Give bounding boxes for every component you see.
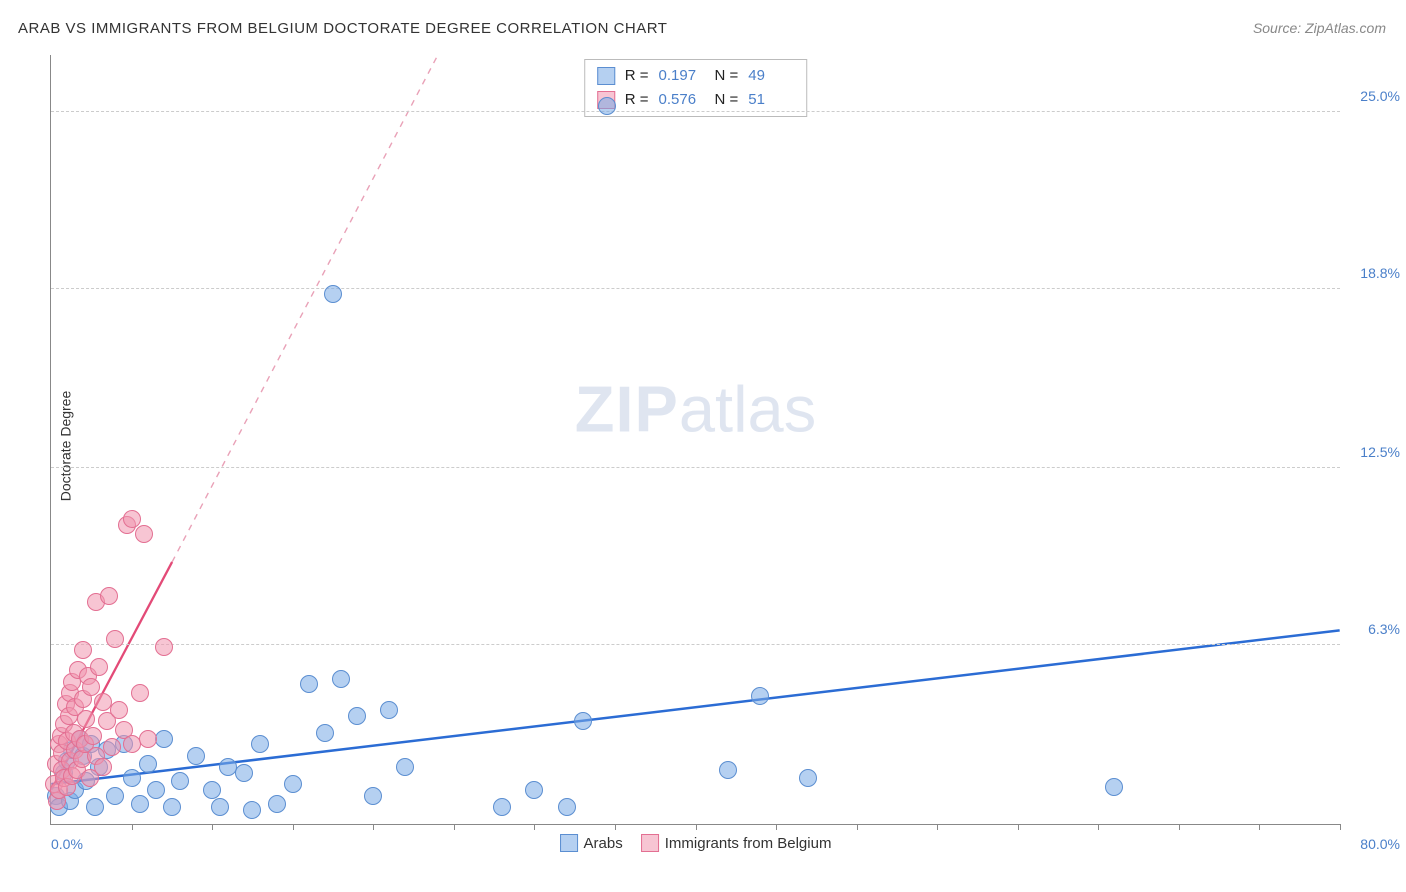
r-value-belgium: 0.576 [659,88,705,112]
scatter-point [86,798,104,816]
n-label: N = [715,88,739,112]
scatter-point [135,525,153,543]
x-tick [1259,824,1260,830]
x-tick [454,824,455,830]
scatter-point [155,638,173,656]
plot-area: ZIPatlas R = 0.197 N = 49 R = 0.576 N = … [50,55,1340,825]
scatter-point [493,798,511,816]
scatter-point [799,769,817,787]
scatter-point [558,798,576,816]
scatter-point [131,684,149,702]
scatter-point [163,798,181,816]
legend-swatch [560,834,578,852]
legend-row-belgium: R = 0.576 N = 51 [597,88,795,112]
x-tick [534,824,535,830]
scatter-point [103,738,121,756]
x-tick [373,824,374,830]
scatter-point [203,781,221,799]
scatter-point [300,675,318,693]
scatter-point [348,707,366,725]
scatter-point [598,97,616,115]
scatter-point [139,730,157,748]
scatter-point [94,758,112,776]
legend-label: Arabs [584,835,623,852]
scatter-point [100,587,118,605]
scatter-point [332,670,350,688]
scatter-point [316,724,334,742]
y-tick-label: 12.5% [1360,444,1400,460]
x-tick [1018,824,1019,830]
chart-title: ARAB VS IMMIGRANTS FROM BELGIUM DOCTORAT… [18,20,667,37]
n-label: N = [715,64,739,88]
scatter-point [84,727,102,745]
grid-line [51,467,1340,468]
scatter-point [131,795,149,813]
scatter-point [123,769,141,787]
scatter-point [268,795,286,813]
legend-item: Immigrants from Belgium [641,834,832,852]
x-tick [212,824,213,830]
scatter-point [574,712,592,730]
scatter-point [90,658,108,676]
n-value-belgium: 51 [748,88,794,112]
scatter-point [380,701,398,719]
scatter-point [235,764,253,782]
scatter-point [719,761,737,779]
x-tick [1340,824,1341,830]
grid-line [51,288,1340,289]
scatter-point [396,758,414,776]
y-tick-label: 25.0% [1360,88,1400,104]
x-axis-max-label: 80.0% [1360,836,1400,852]
scatter-point [77,710,95,728]
grid-line [51,111,1340,112]
scatter-point [187,747,205,765]
scatter-point [139,755,157,773]
scatter-point [525,781,543,799]
scatter-point [251,735,269,753]
swatch-arabs [597,67,615,85]
x-tick [293,824,294,830]
correlation-legend: R = 0.197 N = 49 R = 0.576 N = 51 [584,59,808,117]
legend-row-arabs: R = 0.197 N = 49 [597,64,795,88]
x-tick [615,824,616,830]
scatter-point [364,787,382,805]
scatter-point [751,687,769,705]
legend-item: Arabs [560,834,623,852]
x-tick [1098,824,1099,830]
scatter-point [106,787,124,805]
r-value-arabs: 0.197 [659,64,705,88]
series-legend: Arabs Immigrants from Belgium [560,834,832,852]
r-label: R = [625,64,649,88]
grid-line [51,644,1340,645]
legend-label: Immigrants from Belgium [665,835,832,852]
scatter-point [155,730,173,748]
watermark: ZIPatlas [575,371,816,446]
x-tick [776,824,777,830]
scatter-point [106,630,124,648]
legend-swatch [641,834,659,852]
scatter-point [110,701,128,719]
scatter-point [74,641,92,659]
x-tick [132,824,133,830]
y-tick-label: 6.3% [1368,621,1400,637]
x-tick [696,824,697,830]
source-label: Source: ZipAtlas.com [1253,20,1386,36]
scatter-point [1105,778,1123,796]
scatter-point [324,285,342,303]
x-tick [857,824,858,830]
trend-lines [51,55,1340,824]
r-label: R = [625,88,649,112]
n-value-arabs: 49 [748,64,794,88]
scatter-point [147,781,165,799]
y-tick-label: 18.8% [1360,265,1400,281]
x-tick [937,824,938,830]
x-tick [1179,824,1180,830]
x-axis-min-label: 0.0% [51,836,83,852]
scatter-point [171,772,189,790]
scatter-point [284,775,302,793]
scatter-point [243,801,261,819]
scatter-point [211,798,229,816]
